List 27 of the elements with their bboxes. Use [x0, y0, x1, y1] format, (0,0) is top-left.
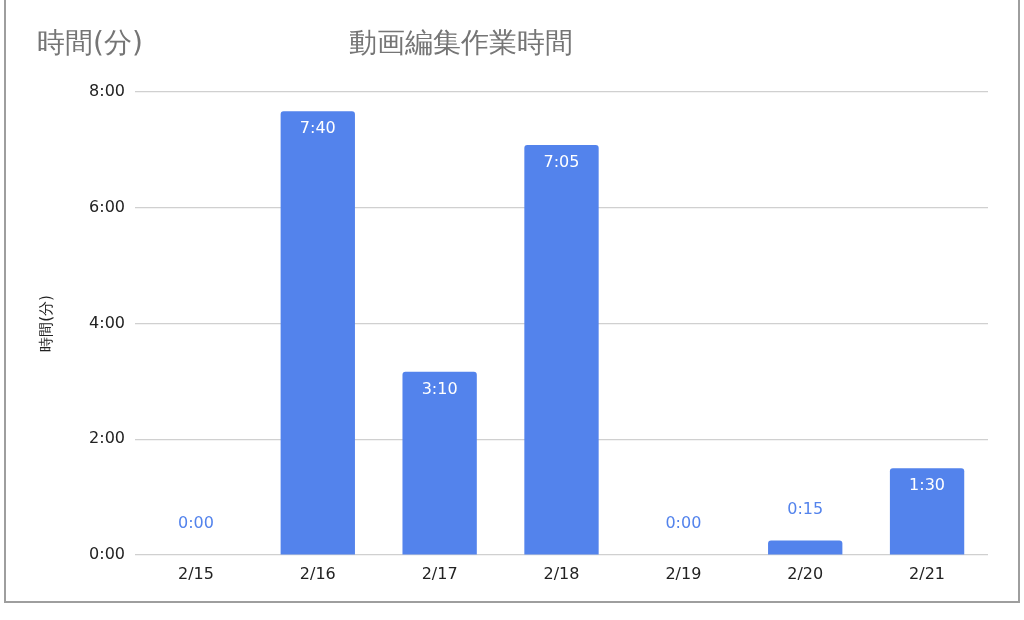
y-tick-label: 8:00 [89, 81, 125, 101]
text: 時間(分) [37, 26, 143, 60]
data-label: 0:00 [177, 513, 214, 533]
chart-title: 動画編集作業時間 [349, 26, 573, 60]
bar [889, 468, 965, 555]
data-label: 1:30 [909, 475, 946, 495]
data-label: 7:40 [299, 118, 336, 138]
x-tick-label: 2/17 [421, 563, 458, 583]
y-tick-label: 0:00 [89, 544, 125, 564]
data-label: 7:05 [543, 152, 580, 172]
bar [280, 111, 355, 555]
x-tick-label: 2/20 [787, 563, 824, 583]
x-tick-label: 2/18 [543, 563, 580, 583]
x-tick-label: 2/19 [665, 563, 702, 583]
y-axis-title: 時間(分) [36, 295, 55, 352]
x-tick-label: 2/16 [299, 563, 336, 583]
x-tick-label: 2/21 [909, 563, 946, 583]
y-tick-label: 2:00 [89, 428, 125, 448]
y-tick-label: 6:00 [89, 196, 125, 216]
bar [402, 371, 477, 555]
y-tick-label: 4:00 [89, 312, 125, 332]
data-label: 0:00 [665, 513, 702, 533]
data-label: 3:10 [421, 378, 458, 398]
x-tick-label: 2/15 [177, 563, 214, 583]
data-label: 0:15 [787, 498, 824, 518]
bar [768, 540, 843, 555]
bar [524, 145, 599, 555]
